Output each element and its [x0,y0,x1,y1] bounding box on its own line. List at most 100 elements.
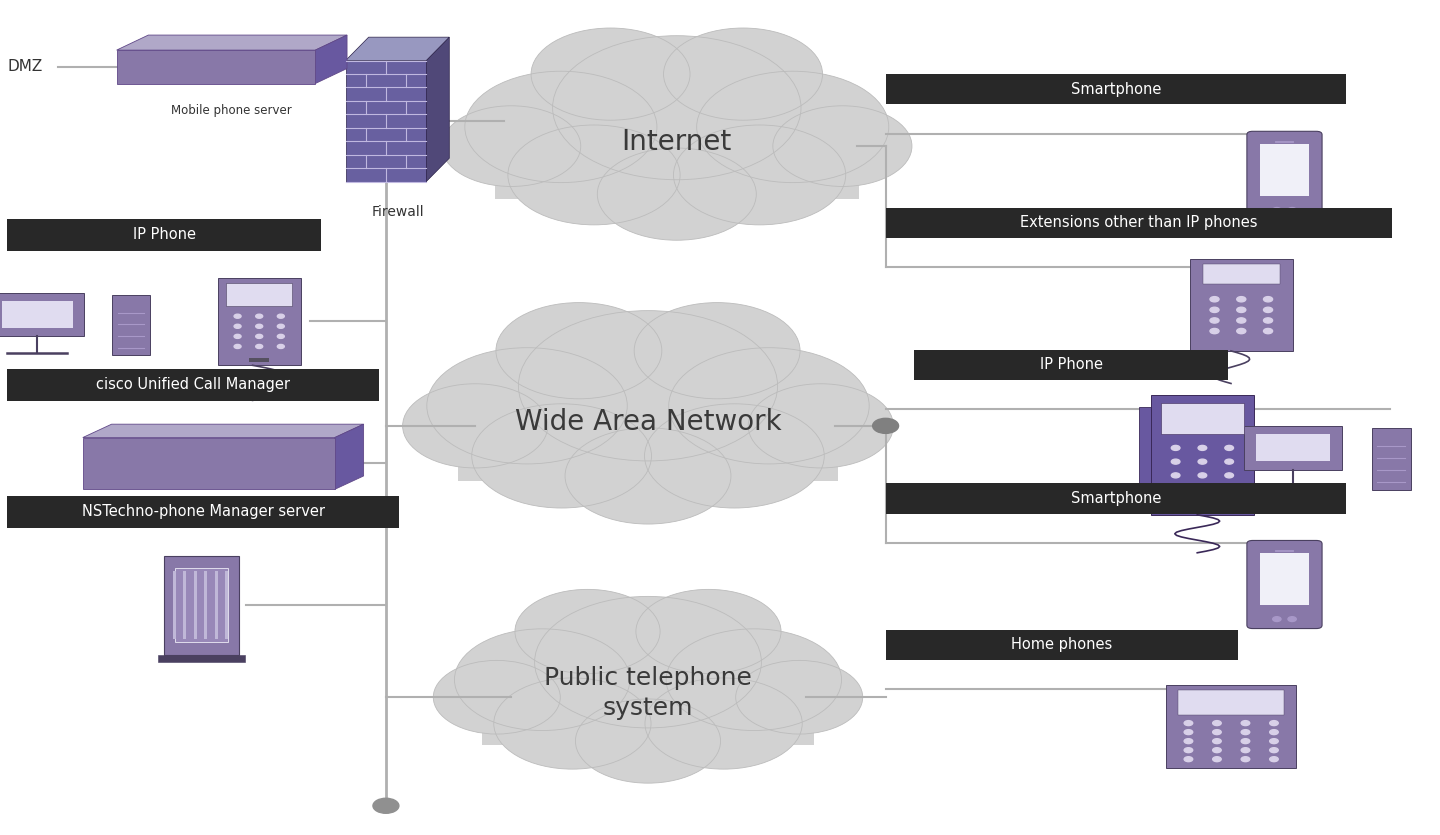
Circle shape [674,125,845,225]
Circle shape [1198,487,1207,492]
Circle shape [1184,747,1192,752]
Circle shape [664,28,822,120]
Text: Smartphone: Smartphone [1071,491,1161,506]
FancyBboxPatch shape [215,571,217,640]
Circle shape [1287,208,1296,212]
Circle shape [1270,757,1279,762]
FancyBboxPatch shape [7,369,379,401]
Text: Home phones: Home phones [1011,637,1113,652]
FancyBboxPatch shape [1260,553,1309,605]
FancyBboxPatch shape [0,293,85,336]
Circle shape [1210,318,1220,323]
Circle shape [1270,747,1279,752]
FancyBboxPatch shape [886,630,1238,660]
Circle shape [1287,617,1296,621]
Circle shape [442,106,580,186]
Circle shape [373,798,399,813]
Circle shape [645,404,824,508]
Polygon shape [334,424,363,489]
Circle shape [773,106,912,186]
Circle shape [697,71,888,183]
Circle shape [1270,739,1279,744]
Polygon shape [346,38,449,61]
FancyBboxPatch shape [1247,540,1322,629]
Circle shape [433,660,560,734]
Circle shape [749,384,893,468]
Circle shape [455,629,629,731]
FancyBboxPatch shape [183,571,186,640]
Circle shape [534,596,762,728]
Circle shape [1212,747,1221,752]
Text: DMZ: DMZ [7,59,42,74]
Text: IP Phone: IP Phone [1040,357,1103,372]
Circle shape [553,36,801,180]
FancyBboxPatch shape [158,655,245,661]
Circle shape [1184,721,1192,726]
Circle shape [494,678,651,769]
FancyBboxPatch shape [481,697,815,746]
FancyBboxPatch shape [1178,690,1284,715]
Circle shape [667,629,841,731]
FancyBboxPatch shape [346,61,426,182]
Circle shape [278,344,284,348]
Circle shape [736,660,863,734]
Circle shape [1241,730,1250,735]
Circle shape [1171,459,1179,464]
FancyBboxPatch shape [1202,264,1280,285]
Polygon shape [117,35,347,50]
Circle shape [576,699,720,783]
Text: Public telephone
system: Public telephone system [544,666,752,720]
Circle shape [1263,307,1273,312]
Circle shape [634,302,801,399]
Circle shape [564,428,732,524]
Circle shape [1241,721,1250,726]
Circle shape [256,324,262,328]
FancyBboxPatch shape [1256,434,1331,462]
FancyBboxPatch shape [886,208,1392,238]
Circle shape [1184,739,1192,744]
Circle shape [256,344,262,348]
Text: Extensions other than IP phones: Extensions other than IP phones [1021,215,1257,230]
FancyBboxPatch shape [7,496,399,528]
Circle shape [668,347,870,464]
Circle shape [1212,721,1221,726]
Circle shape [1241,739,1250,744]
FancyBboxPatch shape [226,571,229,640]
Circle shape [1212,757,1221,762]
Circle shape [1198,473,1207,478]
FancyBboxPatch shape [112,295,150,355]
Circle shape [1212,739,1221,744]
Circle shape [278,324,284,328]
FancyBboxPatch shape [7,219,321,250]
Circle shape [1210,328,1220,334]
Circle shape [1241,757,1250,762]
Circle shape [1225,487,1234,492]
Circle shape [1171,473,1179,478]
Circle shape [1171,445,1179,450]
Circle shape [873,418,899,433]
FancyBboxPatch shape [1247,131,1322,220]
FancyBboxPatch shape [495,146,858,199]
Circle shape [1237,328,1246,334]
FancyBboxPatch shape [173,571,176,640]
Text: Smartphone: Smartphone [1071,82,1161,97]
FancyBboxPatch shape [226,283,292,306]
FancyBboxPatch shape [249,358,269,362]
Circle shape [1210,296,1220,302]
Circle shape [516,590,660,674]
Polygon shape [84,424,363,438]
Circle shape [426,347,628,464]
FancyBboxPatch shape [1371,428,1411,490]
FancyBboxPatch shape [164,556,239,655]
FancyBboxPatch shape [1189,259,1293,351]
Circle shape [531,28,690,120]
Circle shape [1198,459,1207,464]
Circle shape [518,311,778,461]
Polygon shape [426,38,449,182]
FancyBboxPatch shape [84,438,334,489]
Text: Mobile phone server: Mobile phone server [171,104,292,118]
Circle shape [1198,445,1207,450]
Circle shape [235,334,240,338]
FancyBboxPatch shape [1166,685,1296,768]
Circle shape [1184,757,1192,762]
